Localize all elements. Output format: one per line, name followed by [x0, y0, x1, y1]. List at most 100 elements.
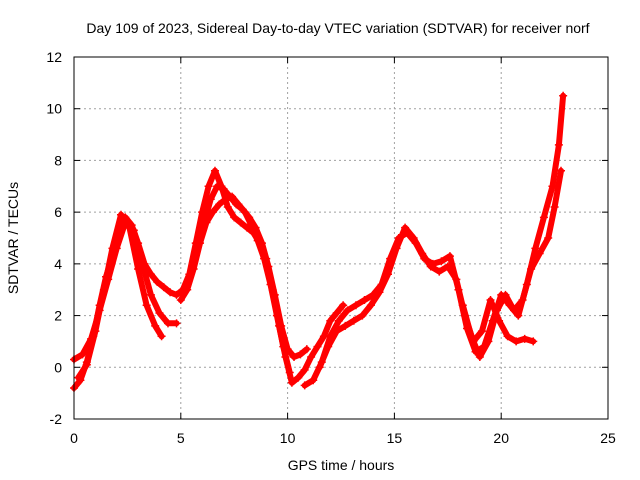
- data-point: [108, 244, 117, 253]
- data-point: [187, 265, 196, 274]
- data-point: [343, 306, 352, 315]
- data-point: [172, 319, 181, 328]
- data-point: [82, 360, 91, 369]
- data-point: [358, 311, 367, 320]
- data-point: [287, 378, 296, 387]
- y-tick-label: 2: [54, 308, 62, 324]
- data-point: [548, 182, 557, 191]
- data-point: [251, 223, 260, 232]
- data-point: [332, 327, 341, 336]
- data-point: [134, 265, 143, 274]
- y-axis-label: SDTVAR / TECUs: [5, 182, 21, 294]
- data-point: [153, 277, 162, 286]
- data-point: [166, 288, 175, 297]
- data-point: [283, 345, 292, 354]
- data-point: [302, 345, 311, 354]
- y-tick-label: 10: [46, 101, 62, 117]
- data-point: [219, 184, 228, 193]
- data-point: [458, 301, 467, 310]
- data-point: [270, 290, 279, 299]
- chart-title: Day 109 of 2023, Sidereal Day-to-day VTE…: [86, 20, 589, 36]
- data-point: [375, 288, 384, 297]
- grid-lines: [74, 57, 608, 419]
- data-point: [176, 296, 185, 305]
- data-point: [116, 210, 125, 219]
- data-point: [300, 381, 309, 390]
- data-point: [529, 337, 538, 346]
- x-tick-label: 5: [177, 430, 185, 446]
- data-point: [159, 283, 168, 292]
- data-point: [383, 270, 392, 279]
- y-tick-label: 6: [54, 204, 62, 220]
- data-point: [142, 301, 151, 310]
- data-point: [215, 200, 224, 209]
- data-point: [324, 342, 333, 351]
- data-point: [467, 332, 476, 341]
- data-point: [514, 311, 523, 320]
- data-point: [204, 182, 213, 191]
- data-point: [151, 321, 160, 330]
- data-point: [245, 213, 254, 222]
- data-point: [475, 352, 484, 361]
- data-point: [315, 363, 324, 372]
- data-point: [409, 234, 418, 242]
- data-point: [501, 290, 510, 299]
- x-axis-label: GPS time / hours: [288, 457, 395, 473]
- data-point: [360, 296, 369, 305]
- data-point: [443, 262, 452, 271]
- data-point: [307, 352, 316, 361]
- data-point: [486, 296, 495, 305]
- data-point: [332, 308, 341, 317]
- data-point: [193, 241, 202, 250]
- data-point: [401, 223, 410, 232]
- data-point: [392, 244, 401, 253]
- data-point: [225, 192, 234, 201]
- data-point: [257, 239, 266, 248]
- data-point: [535, 249, 544, 258]
- data-point: [418, 249, 427, 258]
- plot-frame: [73, 56, 609, 420]
- data-point: [341, 321, 350, 330]
- data-point: [339, 301, 348, 310]
- data-point: [236, 218, 245, 227]
- data-point: [544, 234, 553, 242]
- data-point: [223, 202, 232, 211]
- data-point: [91, 327, 100, 336]
- x-tick-label: 10: [280, 430, 296, 446]
- data-point: [277, 321, 286, 330]
- data-point: [296, 350, 305, 359]
- data-point: [232, 200, 241, 209]
- data-point: [290, 352, 299, 361]
- y-tick-label: -2: [50, 411, 63, 427]
- data-point: [531, 244, 540, 253]
- data-point: [172, 290, 181, 299]
- data-point: [206, 195, 215, 204]
- y-axis-ticks: -2 0 2 4 6 8 10 12: [46, 49, 608, 427]
- data-point: [125, 223, 134, 232]
- x-tick-label: 15: [387, 430, 403, 446]
- data-point: [210, 166, 219, 175]
- data-point: [539, 213, 548, 222]
- data-point: [435, 267, 444, 276]
- x-axis-ticks: 0 5 10 15 20 25: [70, 57, 616, 446]
- data-point: [78, 350, 87, 359]
- data-point: [157, 332, 166, 341]
- data-point: [510, 306, 519, 315]
- x-tick-label: 20: [493, 430, 509, 446]
- y-tick-label: 4: [54, 256, 62, 272]
- data-point: [309, 376, 318, 385]
- data-point: [200, 218, 209, 227]
- data-point: [557, 166, 566, 175]
- x-tick-label: 25: [600, 430, 616, 446]
- data-point: [452, 275, 461, 284]
- y-tick-label: 12: [46, 49, 62, 65]
- data-point: [183, 285, 192, 294]
- data-point: [74, 373, 83, 382]
- data-point: [477, 327, 486, 336]
- data-point: [520, 334, 529, 343]
- data-point: [213, 182, 222, 191]
- data-point: [326, 316, 335, 325]
- data-point: [527, 265, 536, 274]
- data-point: [366, 301, 375, 310]
